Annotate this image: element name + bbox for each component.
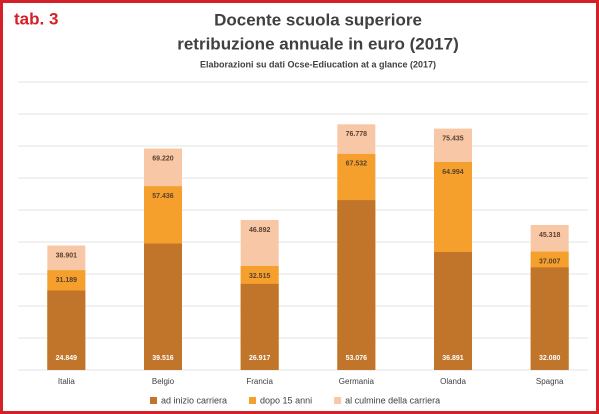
bar xyxy=(47,290,86,370)
x-tick-label: Italia xyxy=(58,377,75,386)
data-label: 36.891 xyxy=(442,355,464,362)
legend-label: al culmine della carriera xyxy=(345,395,440,405)
legend-label: dopo 15 anni xyxy=(260,395,312,405)
data-label: 38.901 xyxy=(56,252,78,259)
data-label: 67.532 xyxy=(346,161,368,168)
legend-label: ad inizio carriera xyxy=(161,395,227,405)
bar xyxy=(144,243,182,370)
x-tick-label: Olanda xyxy=(440,377,466,386)
bar xyxy=(240,283,279,370)
data-label: 76.778 xyxy=(346,131,368,138)
data-label: 57.436 xyxy=(152,193,174,200)
data-label: 53.076 xyxy=(346,355,368,362)
data-label: 46.892 xyxy=(249,227,271,234)
legend-swatch xyxy=(334,397,342,404)
data-label: 45.318 xyxy=(539,232,561,239)
x-tick-label: Germania xyxy=(339,377,375,386)
bar xyxy=(434,251,472,370)
bar xyxy=(530,267,569,370)
x-tick-label: Belgio xyxy=(152,377,175,386)
data-label: 31.189 xyxy=(56,277,78,284)
data-label: 32.080 xyxy=(539,355,561,362)
bar xyxy=(337,200,376,370)
data-label: 26.917 xyxy=(249,355,271,362)
table-label: tab. 3 xyxy=(14,9,58,28)
data-label: 32.515 xyxy=(249,273,271,280)
data-label: 37.007 xyxy=(539,258,561,265)
chart-title: retribuzione annuale in euro (2017) xyxy=(177,34,459,53)
legend-swatch xyxy=(249,397,257,404)
chart-title: Docente scuola superiore xyxy=(214,10,422,29)
chart-subtitle: Elaborazioni su dati Ocse-Ediucation at … xyxy=(200,59,436,69)
data-label: 24.849 xyxy=(56,355,78,362)
x-tick-label: Francia xyxy=(246,377,273,386)
data-label: 69.220 xyxy=(152,155,174,162)
data-label: 39.516 xyxy=(152,355,174,362)
legend-swatch xyxy=(150,397,157,404)
data-label: 64.994 xyxy=(442,169,464,176)
data-label: 75.435 xyxy=(442,135,464,142)
x-tick-label: Spagna xyxy=(536,377,564,386)
